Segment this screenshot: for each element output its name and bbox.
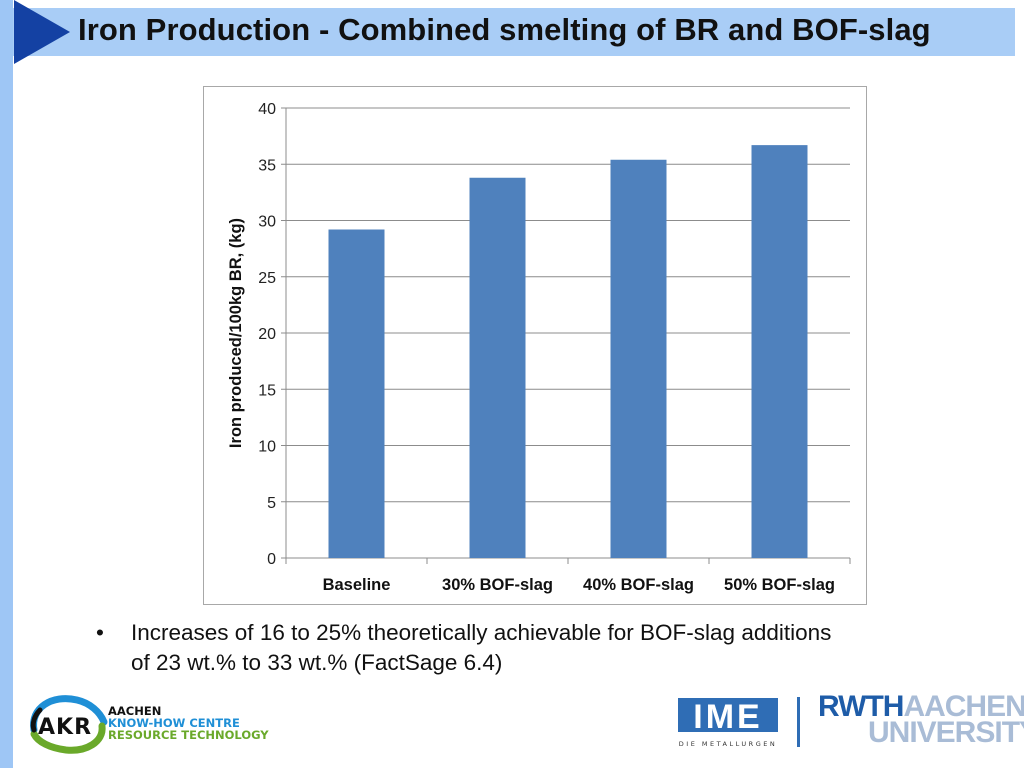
bar xyxy=(610,159,667,558)
ime-mark: IME xyxy=(693,698,762,736)
akr-line-1: AACHEN xyxy=(108,704,162,718)
akr-mark: AKR xyxy=(38,715,92,740)
bar xyxy=(751,145,808,558)
ime-tagline: DIE METALLURGEN xyxy=(679,740,777,748)
bar xyxy=(328,229,385,558)
y-tick-label: 25 xyxy=(258,270,276,287)
x-tick-label: 50% BOF-slag xyxy=(724,576,835,594)
title-bar xyxy=(13,8,1015,56)
left-rail xyxy=(0,0,13,768)
logo-divider xyxy=(797,697,800,747)
akr-logo-text: AACHEN KNOW-HOW CENTRE RESOURCE TECHNOLO… xyxy=(108,705,269,741)
y-tick-label: 30 xyxy=(258,214,276,231)
akr-logo-icon: AKR xyxy=(30,695,108,754)
rwth-part-2: AACHEN xyxy=(903,690,1024,723)
y-tick-label: 10 xyxy=(258,439,276,456)
x-tick-label: Baseline xyxy=(323,576,391,594)
y-tick-label: 40 xyxy=(258,101,276,118)
slide-title: Iron Production - Combined smelting of B… xyxy=(78,12,931,47)
ime-logo-icon: IME DIE METALLURGEN xyxy=(678,698,778,748)
akr-line-3: RESOURCE TECHNOLOGY xyxy=(108,728,269,742)
x-tick-label: 40% BOF-slag xyxy=(583,576,694,594)
bullet-dot-icon: • xyxy=(96,620,104,645)
title-arrow-icon xyxy=(14,0,70,64)
bullet-text: Increases of 16 to 25% theoretically ach… xyxy=(131,620,832,675)
x-tick-label: 30% BOF-slag xyxy=(442,576,553,594)
rwth-part-3: UNIVERSITY xyxy=(868,716,1024,749)
y-tick-label: 20 xyxy=(258,326,276,343)
chart-frame: 0 5 10 15 20 25 30 35 40 Baseline 30% BOF-slag 40% … xyxy=(203,86,867,605)
y-tick-label: 15 xyxy=(258,382,276,399)
y-axis-label: Iron produced/100kg BR, (kg) xyxy=(227,218,245,448)
rwth-part-1: RWTH xyxy=(818,690,904,723)
y-tick-label: 0 xyxy=(267,551,276,568)
rwth-logo: RWTHAACHEN UNIVERSITY xyxy=(818,692,1024,749)
bar xyxy=(469,177,526,558)
akr-line-2: KNOW-HOW CENTRE xyxy=(108,716,240,730)
iron-production-chart: 0 5 10 15 20 25 30 35 40 Baseline 30% BOF-slag 40% … xyxy=(227,101,851,594)
y-tick-label: 5 xyxy=(267,495,276,512)
y-tick-label: 35 xyxy=(258,157,276,174)
